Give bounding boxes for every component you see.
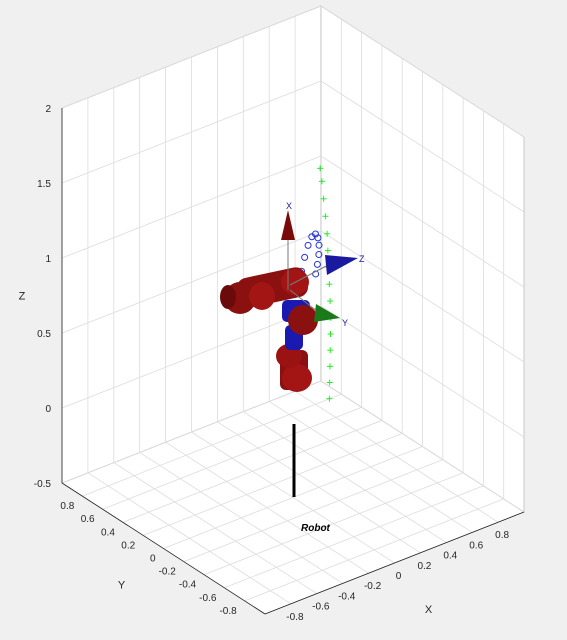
x-axis-line [264, 511, 525, 615]
trajectory-circle-marker [301, 253, 309, 261]
z-tick-label: 0 [45, 404, 51, 415]
trajectory-circle-marker [312, 230, 320, 238]
grid-line [143, 433, 403, 536]
x-tick-label: -0.6 [312, 602, 330, 613]
robot-link [249, 282, 275, 310]
trajectory-plus-marker [320, 195, 327, 202]
trajectory-plus-marker [326, 395, 333, 402]
trajectory-circle-marker [304, 241, 312, 249]
grid-line [61, 155, 322, 259]
y-tick-label: 0.8 [60, 501, 74, 512]
grid-line [102, 406, 362, 510]
y-tick-label: -0.4 [179, 580, 197, 591]
frame-label-y: Y [342, 318, 348, 328]
y-tick-label: -0.8 [219, 606, 237, 617]
grid-line [320, 305, 525, 438]
frame-axis [289, 289, 319, 313]
x-tick-label: -0.2 [364, 581, 382, 592]
trajectory-plus-marker [317, 165, 324, 172]
robot-name-label: Robot [301, 523, 331, 534]
y-axis-label: Y [118, 580, 126, 592]
trajectory-circle-marker [314, 234, 322, 242]
grid-line [61, 305, 322, 409]
grid-line [320, 155, 525, 288]
y-tick-label: -0.2 [159, 567, 177, 578]
frame-axis [289, 263, 331, 286]
grid-line [61, 230, 322, 334]
frame-x-arrow [281, 210, 295, 240]
trajectory-circle-marker [315, 241, 323, 249]
trajectory-plus-marker [324, 230, 331, 237]
grid-lines [61, 5, 525, 615]
grid-line [224, 485, 484, 589]
trajectory-plus-marker [322, 213, 329, 220]
grid-line [244, 498, 504, 602]
trajectory-plus-marker [326, 281, 333, 288]
y-axis-line [61, 482, 266, 615]
x-axis-label: X [425, 604, 433, 616]
x-tick-label: 0 [396, 571, 402, 582]
grid-line [320, 5, 525, 138]
z-axis-label: Z [19, 291, 26, 303]
x-tick-label: 0.4 [443, 551, 457, 562]
trajectory-plus-marker [327, 331, 334, 338]
x-tick-label: 0.6 [469, 540, 483, 551]
robot-model [220, 210, 358, 497]
trajectory-plus-marker [327, 298, 334, 305]
trajectory-circle-marker [313, 260, 321, 268]
y-tick-label: 0.6 [81, 514, 95, 525]
trajectory-circle-marker [315, 251, 323, 259]
grid-line [61, 5, 322, 109]
grid-line [320, 230, 525, 363]
y-tick-label: 0.2 [121, 540, 135, 551]
trajectory-plus-marker [326, 379, 333, 386]
y-tick-label: -0.6 [199, 593, 217, 604]
z-tick-label: -0.5 [34, 479, 52, 490]
robot-link [220, 285, 236, 309]
trajectory-plus-marker [318, 178, 325, 185]
frame-label-z: Z [359, 254, 365, 264]
x-tick-label: -0.4 [338, 591, 356, 602]
z-tick-label: 1.5 [37, 179, 51, 190]
x-tick-label: 0.8 [495, 530, 509, 541]
grid-line [183, 459, 443, 562]
x-tick-label: 0.2 [417, 561, 431, 572]
grid-line [122, 419, 383, 523]
trajectory-plus-marker [326, 363, 333, 370]
frame-label-x: X [286, 201, 292, 211]
grid-line [61, 80, 322, 184]
robot-link [288, 305, 318, 335]
grid-line [320, 380, 525, 513]
grid-line [320, 80, 525, 213]
y-tick-label: 0 [150, 554, 156, 565]
grid-line [61, 380, 322, 484]
grid-line [163, 446, 423, 549]
z-tick-label: 2 [45, 104, 51, 115]
y-tick-label: 0.4 [101, 527, 115, 538]
annotations: X Y Z Robot [286, 201, 365, 534]
grid-line [203, 472, 464, 576]
grid-line [82, 393, 342, 497]
z-tick-label: 1 [45, 254, 51, 265]
robot-link [282, 364, 312, 392]
tick-labels: -0.8-0.6-0.4-0.200.20.40.60.8-0.8-0.6-0.… [34, 104, 510, 623]
axis-labels: X Y Z [19, 291, 433, 617]
trajectory-plus-marker [324, 247, 331, 254]
trajectory-circle-marker [312, 270, 320, 278]
trajectory-plus-marker [327, 347, 334, 354]
frame-z-arrow [325, 255, 358, 275]
z-tick-label: 0.5 [37, 329, 51, 340]
frame-y-arrow [314, 304, 340, 322]
x-tick-label: -0.8 [286, 612, 304, 623]
